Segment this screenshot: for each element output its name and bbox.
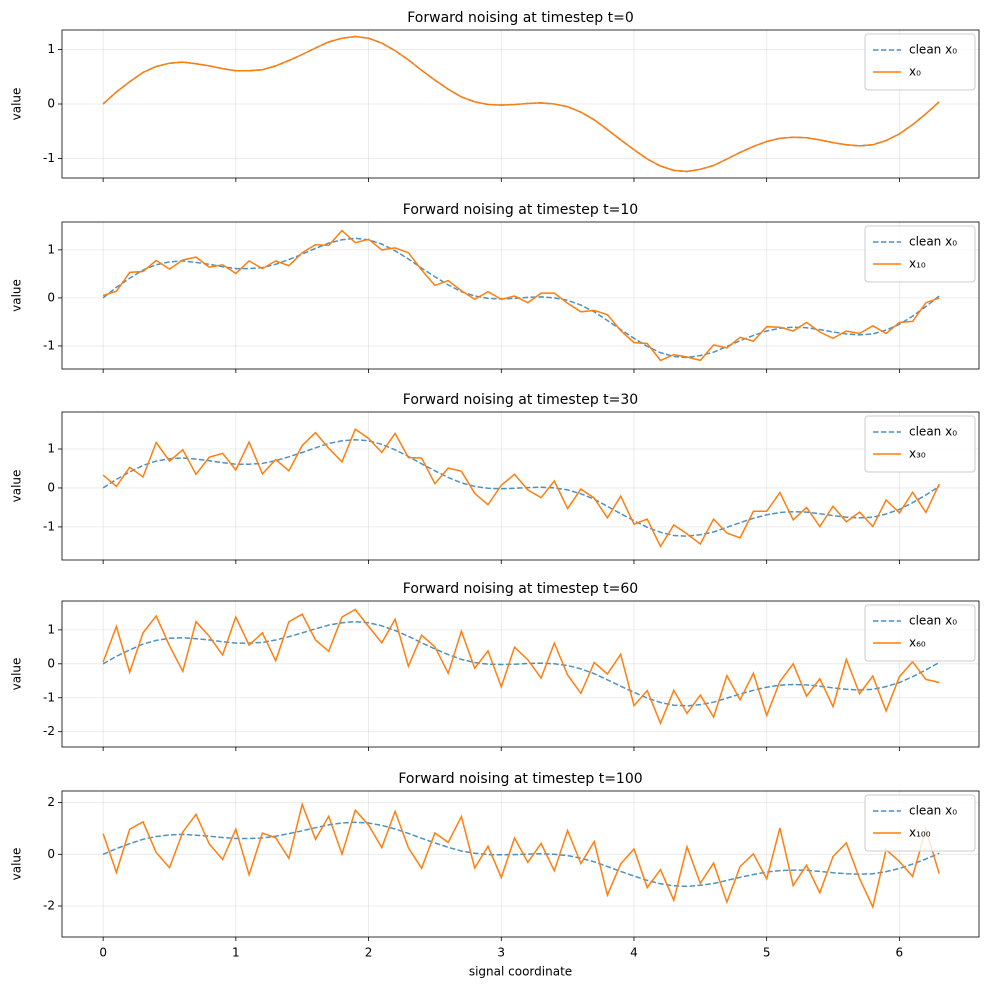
series-line bbox=[102, 427, 940, 548]
x-axis-label: signal coordinate bbox=[469, 965, 572, 979]
y-tick-label: 1 bbox=[47, 442, 55, 456]
y-tick-label: 1 bbox=[47, 242, 55, 256]
series-line bbox=[102, 801, 940, 910]
series-line bbox=[102, 821, 940, 888]
legend-box bbox=[864, 794, 976, 852]
chart-title: Forward noising at timestep t=100 bbox=[398, 771, 642, 787]
y-tick-label: 0 bbox=[47, 290, 55, 304]
plot-area bbox=[102, 427, 940, 548]
x-tick-label: 0 bbox=[99, 946, 107, 960]
y-tick-label: -1 bbox=[43, 338, 55, 352]
legend-label: clean x₀ bbox=[909, 804, 957, 818]
series-line bbox=[102, 229, 940, 362]
legend-label: x₁₀ bbox=[909, 257, 926, 271]
x-tick-label: 2 bbox=[365, 946, 373, 960]
plot-area bbox=[102, 35, 940, 173]
y-tick-label: -1 bbox=[43, 151, 55, 165]
y-axis-label: value bbox=[10, 279, 24, 312]
y-tick-label: 0 bbox=[47, 656, 55, 670]
y-tick-label: 2 bbox=[47, 795, 55, 809]
x-tick-label: 6 bbox=[896, 946, 904, 960]
legend-box bbox=[864, 225, 976, 283]
x-tick-label: 5 bbox=[763, 946, 771, 960]
axes-frame bbox=[61, 790, 980, 938]
y-axis-label: value bbox=[10, 848, 24, 881]
legend-label: x₀ bbox=[909, 65, 921, 79]
y-axis-label: value bbox=[10, 88, 24, 121]
series-line bbox=[102, 620, 940, 707]
chart-title: Forward noising at timestep t=10 bbox=[403, 202, 638, 218]
legend-box bbox=[864, 604, 976, 662]
y-axis-label: value bbox=[10, 470, 24, 503]
chart-title: Forward noising at timestep t=60 bbox=[403, 581, 638, 597]
y-tick-label: 0 bbox=[47, 847, 55, 861]
plot-area bbox=[102, 801, 940, 910]
series-line bbox=[102, 608, 940, 726]
legend-label: clean x₀ bbox=[909, 614, 957, 628]
plot-area bbox=[102, 608, 940, 726]
y-tick-label: -1 bbox=[43, 690, 55, 704]
legend-box bbox=[864, 415, 976, 473]
axes-frame bbox=[61, 221, 980, 370]
legend-label: clean x₀ bbox=[909, 425, 957, 439]
chart-title: Forward noising at timestep t=0 bbox=[407, 10, 633, 26]
x-tick-label: 4 bbox=[630, 946, 638, 960]
plot-area bbox=[102, 229, 940, 362]
x-tick-label: 1 bbox=[232, 946, 240, 960]
y-tick-label: 1 bbox=[47, 622, 55, 636]
legend-box bbox=[864, 33, 976, 91]
chart-title: Forward noising at timestep t=30 bbox=[403, 392, 638, 408]
axes-frame bbox=[61, 411, 980, 561]
legend-label: clean x₀ bbox=[909, 43, 957, 57]
x-tick-label: 3 bbox=[497, 946, 505, 960]
series-line bbox=[102, 438, 940, 537]
y-axis-label: value bbox=[10, 658, 24, 691]
legend-label: x₆₀ bbox=[909, 636, 926, 650]
legend-label: clean x₀ bbox=[909, 235, 957, 249]
legend-label: x₁₀₀ bbox=[909, 826, 931, 840]
axes-frame bbox=[61, 600, 980, 748]
y-tick-label: 0 bbox=[47, 480, 55, 494]
series-line bbox=[102, 35, 940, 173]
y-tick-label: -1 bbox=[43, 519, 55, 533]
y-tick-label: 0 bbox=[47, 97, 55, 111]
axes-frame bbox=[61, 29, 980, 179]
y-tick-label: -2 bbox=[43, 724, 55, 738]
y-tick-label: 1 bbox=[47, 42, 55, 56]
y-tick-label: -2 bbox=[43, 898, 55, 912]
legend-label: x₃₀ bbox=[909, 447, 926, 461]
